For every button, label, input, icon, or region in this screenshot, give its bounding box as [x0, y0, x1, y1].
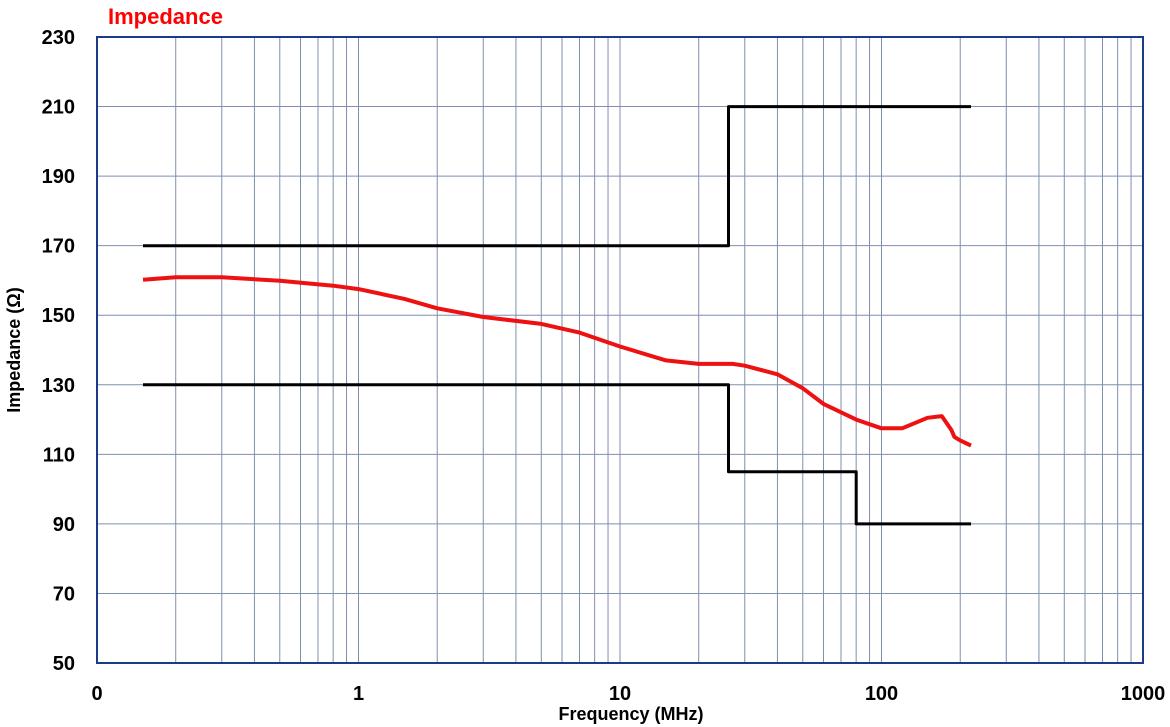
- y-tick-label: 210: [42, 97, 75, 119]
- y-tick-label: 130: [42, 375, 75, 397]
- series-layer: [142, 105, 972, 526]
- lower-limit-line: [143, 383, 971, 526]
- y-tick-label: 110: [43, 444, 75, 466]
- y-tick-label: 50: [53, 653, 75, 675]
- y-tick-label: 90: [53, 514, 75, 536]
- x-tick-label: 10: [609, 683, 631, 705]
- y-tick-label: 190: [42, 166, 75, 188]
- x-axis-label: Frequency (MHz): [558, 704, 703, 724]
- plot-area: [96, 36, 1144, 664]
- x-tick-label: 0: [91, 683, 102, 705]
- y-tick-label: 230: [42, 27, 75, 49]
- x-tick-label: 1: [353, 683, 364, 705]
- x-tick-labels: 0 1 10 100 1000: [91, 683, 1165, 705]
- x-tick-label: 100: [865, 683, 898, 705]
- y-tick-label: 150: [42, 305, 75, 327]
- y-tick-label: 70: [53, 583, 75, 605]
- chart-title: Impedance: [108, 4, 223, 29]
- y-tick-label: 170: [42, 236, 75, 258]
- x-tick-label: 1000: [1121, 683, 1166, 705]
- upper-limit-line: [143, 105, 971, 248]
- measured-line: [142, 275, 972, 448]
- grid-lines: [96, 36, 1144, 664]
- y-tick-labels: 50 70 90 110 130 150 170 190 210 230: [42, 27, 75, 675]
- y-axis-label: Impedance (Ω): [4, 287, 24, 412]
